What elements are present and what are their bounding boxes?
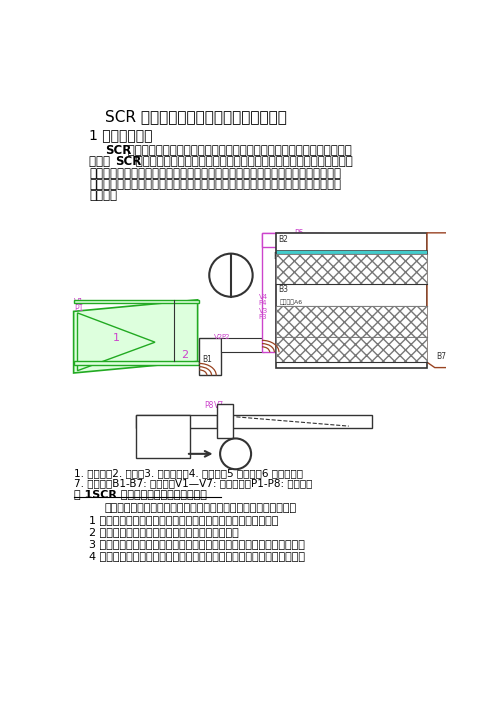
Text: 图 1SCR 系统流动模型冷态试验系统图: 图 1SCR 系统流动模型冷态试验系统图 (73, 489, 206, 499)
Bar (276, 337, 427, 362)
Text: 7. 引风机；B1-B7: 导流板；V1—V7: 风速测点；P1-P8: 压力测点: 7. 引风机；B1-B7: 导流板；V1—V7: 风速测点；P1-P8: 压力测… (73, 477, 312, 488)
Bar (217, 416, 372, 428)
Text: B5: B5 (430, 254, 438, 260)
Text: 2: 2 (181, 350, 188, 360)
Text: 到空气预热器进口处建立冷态模拟实验台。冷态模拟被认为是一种省时、省力的一: 到空气预热器进口处建立冷态模拟实验台。冷态模拟被认为是一种省时、省力的一 (89, 166, 341, 180)
Polygon shape (427, 233, 462, 368)
Bar (217, 404, 233, 439)
Text: 种模化方法，被许多商家所采用。为保持和实际运行的一致性，此实验系统采用负: 种模化方法，被许多商家所采用。为保持和实际运行的一致性，此实验系统采用负 (89, 178, 341, 191)
Text: 1 反应装置：主要由烟道、整流装置、催化剂阻力模拟层等组成: 1 反应装置：主要由烟道、整流装置、催化剂阻力模拟层等组成 (89, 515, 278, 525)
Text: 2 供风系统：由引风机、稀释风机和链接管道组成: 2 供风系统：由引风机、稀释风机和链接管道组成 (89, 527, 239, 537)
Bar (221, 338, 263, 352)
Text: B4: B4 (273, 252, 283, 261)
Bar (73, 362, 199, 364)
Bar (276, 250, 427, 254)
Bar (276, 233, 427, 368)
Bar (73, 300, 199, 303)
Text: 的运行和结构优化提供一定的理论基础。本实验系统从锅炉省煤器出口: 的运行和结构优化提供一定的理论基础。本实验系统从锅炉省煤器出口 (132, 155, 353, 168)
Text: P3: P3 (259, 314, 267, 319)
Bar (135, 416, 190, 458)
Text: 3 喷氨系统：由储气罐、流量分配器、转子流量计、喷管和链接皮管组成: 3 喷氨系统：由储气罐、流量分配器、转子流量计、喷管和链接皮管组成 (89, 539, 305, 549)
Text: P1: P1 (74, 304, 84, 312)
Text: V4: V4 (259, 294, 268, 300)
Text: SCR 物模系统试验方法及相关仪器、设备: SCR 物模系统试验方法及相关仪器、设备 (105, 109, 287, 124)
Text: B3: B3 (278, 285, 288, 294)
Text: 实验系统主要由反应装置、供风系统、喷氨系统和测量系统组成。: 实验系统主要由反应装置、供风系统、喷氨系统和测量系统组成。 (105, 503, 297, 513)
Text: B3: B3 (281, 244, 291, 253)
Text: 4: 4 (430, 249, 434, 257)
Text: 4 测量系统：主要由热线风速仪、烟气分析仪、皮托管、测试台架等组成: 4 测量系统：主要由热线风速仪、烟气分析仪、皮托管、测试台架等组成 (89, 551, 305, 561)
Text: P4: P4 (259, 300, 267, 306)
Text: V6: V6 (430, 314, 438, 319)
Text: 喷氨格栅A6: 喷氨格栅A6 (280, 299, 303, 305)
Bar (262, 233, 324, 246)
Text: V2: V2 (214, 334, 223, 340)
Circle shape (220, 439, 251, 469)
Bar (276, 306, 427, 337)
Text: B2: B2 (278, 235, 288, 244)
Text: V1: V1 (74, 298, 84, 307)
Text: SCR: SCR (115, 155, 141, 168)
Text: 1: 1 (113, 333, 120, 343)
Bar (276, 254, 427, 284)
Text: 系统的测试目的是为了验证设计的合理性和掌握反应器内部的流场规律，: 系统的测试目的是为了验证设计的合理性和掌握反应器内部的流场规律， (124, 145, 352, 157)
Text: V5: V5 (430, 260, 438, 266)
Text: V7: V7 (214, 402, 224, 411)
Text: 5: 5 (430, 270, 434, 279)
Text: V3: V3 (259, 308, 268, 314)
Text: 从而为: 从而为 (89, 155, 114, 168)
Polygon shape (427, 233, 446, 272)
Text: B1: B1 (202, 355, 212, 364)
Text: 1 实验系统介绍: 1 实验系统介绍 (89, 128, 153, 142)
Text: SCR: SCR (105, 145, 131, 157)
Text: B7: B7 (436, 352, 446, 362)
Text: 7: 7 (232, 447, 240, 461)
Polygon shape (77, 313, 155, 371)
Text: P8: P8 (204, 402, 213, 411)
Text: 压设计。: 压设计。 (89, 189, 117, 202)
Bar (199, 338, 221, 376)
Circle shape (209, 253, 252, 297)
Text: P6: P6 (430, 265, 438, 271)
Text: 1. 省煤器；2. 灰斗；3. 喷氨格栅；4. 多孔板；5 催化剂；6 稀释风机；: 1. 省煤器；2. 灰斗；3. 喷氨格栅；4. 多孔板；5 催化剂；6 稀释风机… (73, 468, 303, 477)
Bar (135, 416, 217, 428)
Bar (262, 233, 276, 352)
Text: 6: 6 (227, 268, 236, 282)
Text: P2: P2 (222, 334, 230, 340)
Text: P5: P5 (295, 229, 304, 238)
Text: P7: P7 (430, 319, 438, 325)
Polygon shape (73, 300, 197, 373)
